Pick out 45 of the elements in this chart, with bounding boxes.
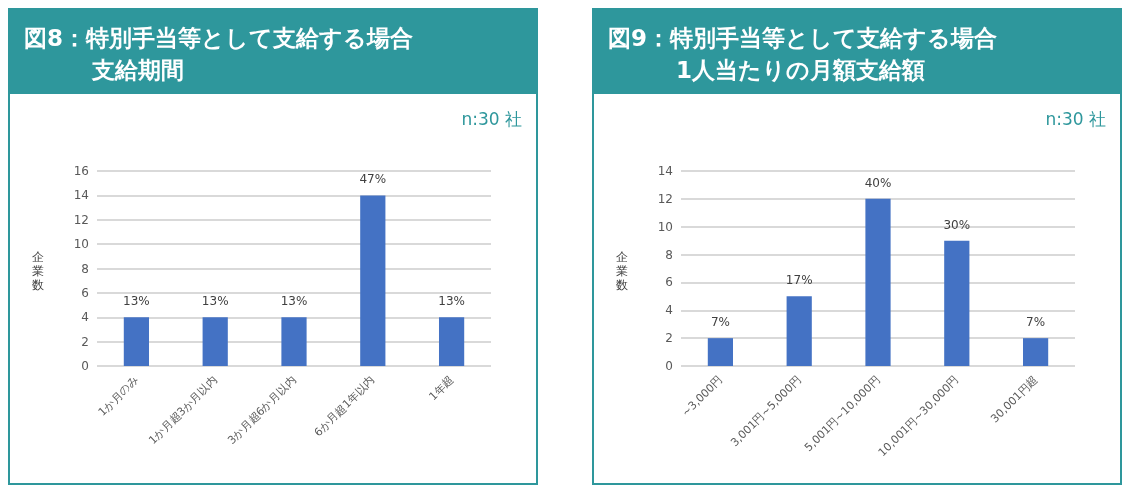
- y-tick-label: 0: [81, 359, 89, 373]
- chart-title: 図8：特別手当等として支給する場合: [24, 24, 414, 53]
- y-tick-label: 2: [665, 331, 673, 346]
- annotation: 13%: [280, 294, 308, 309]
- x-tick-label: 3か月超6か月以内: [225, 373, 299, 447]
- y-axis-title: 企業数: [32, 250, 45, 292]
- y-axis-title: 企業数: [616, 250, 629, 292]
- x-tick-label: 1か月のみ: [95, 373, 141, 419]
- bar: [707, 338, 734, 366]
- bar: [1022, 338, 1049, 366]
- y-tick-label: 16: [73, 164, 89, 178]
- chart-title: 図9：特別手当等として支給する場合: [608, 24, 998, 53]
- x-tick-label: 1か月超3か月以内: [146, 373, 220, 447]
- bar: [865, 198, 891, 366]
- text: n:30 社: [1045, 108, 1106, 131]
- x-tick-label: 1年超: [426, 373, 457, 404]
- y-tick-label: 12: [657, 191, 673, 206]
- chart-subtitle: 1人当たりの月額支給額: [675, 56, 926, 85]
- annotation: 17%: [785, 273, 813, 288]
- y-tick-label: 2: [81, 334, 89, 349]
- y-tick-label: 10: [657, 219, 673, 234]
- text: n:30 社: [461, 108, 522, 131]
- y-tick-label: 4: [81, 310, 89, 325]
- y-tick-label: 10: [73, 237, 89, 252]
- x-tick-label: 6か月超1年以内: [311, 373, 378, 440]
- annotation: 13%: [201, 294, 229, 309]
- y-tick-label: 0: [665, 359, 673, 373]
- y-tick-label: 8: [665, 247, 673, 262]
- annotation: 47%: [359, 172, 387, 187]
- chart-subtitle: 支給期間: [91, 56, 185, 85]
- annotation: 40%: [864, 175, 892, 190]
- annotation: 13%: [123, 294, 150, 309]
- annotation: 7%: [710, 315, 730, 330]
- annotation: 30%: [943, 217, 971, 232]
- bar: [786, 296, 812, 366]
- y-tick-label: 6: [665, 275, 673, 290]
- y-tick-label: 8: [81, 261, 89, 276]
- y-tick-label: 12: [73, 212, 89, 227]
- bar: [944, 240, 970, 366]
- y-tick-label: 4: [665, 303, 673, 318]
- annotation: 13%: [438, 294, 465, 309]
- y-tick-label: 14: [73, 188, 89, 203]
- y-tick-label: 14: [657, 164, 673, 178]
- y-tick-label: 6: [81, 285, 89, 300]
- annotation: 7%: [1026, 315, 1046, 330]
